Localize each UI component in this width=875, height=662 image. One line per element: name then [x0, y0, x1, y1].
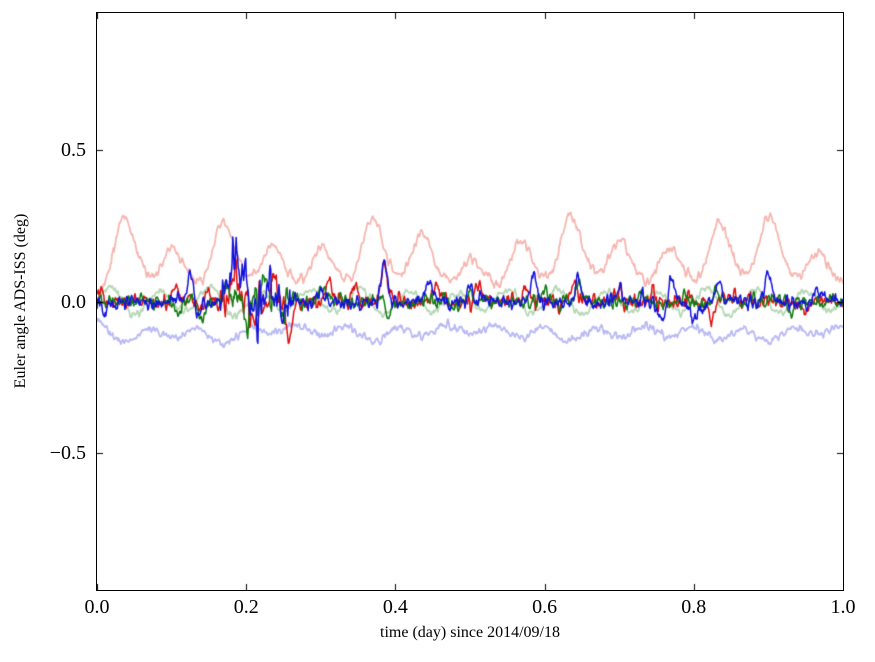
y-tick-label: −0.5	[49, 442, 86, 465]
y-tick-label: 0.0	[61, 290, 86, 313]
x-tick-label: 0.0	[84, 596, 110, 618]
y-tick-label: 0.5	[61, 138, 86, 161]
x-tick-label: 0.6	[532, 596, 558, 618]
x-tick-label: 1.0	[830, 596, 856, 618]
x-axis-label: time (day) since 2014/09/18	[380, 624, 560, 641]
plot-canvas	[97, 13, 843, 590]
x-tick-label: 0.4	[382, 596, 408, 618]
plot-area	[96, 12, 844, 591]
x-tick-label: 0.8	[681, 596, 707, 618]
x-tick-label: 0.2	[233, 596, 259, 618]
